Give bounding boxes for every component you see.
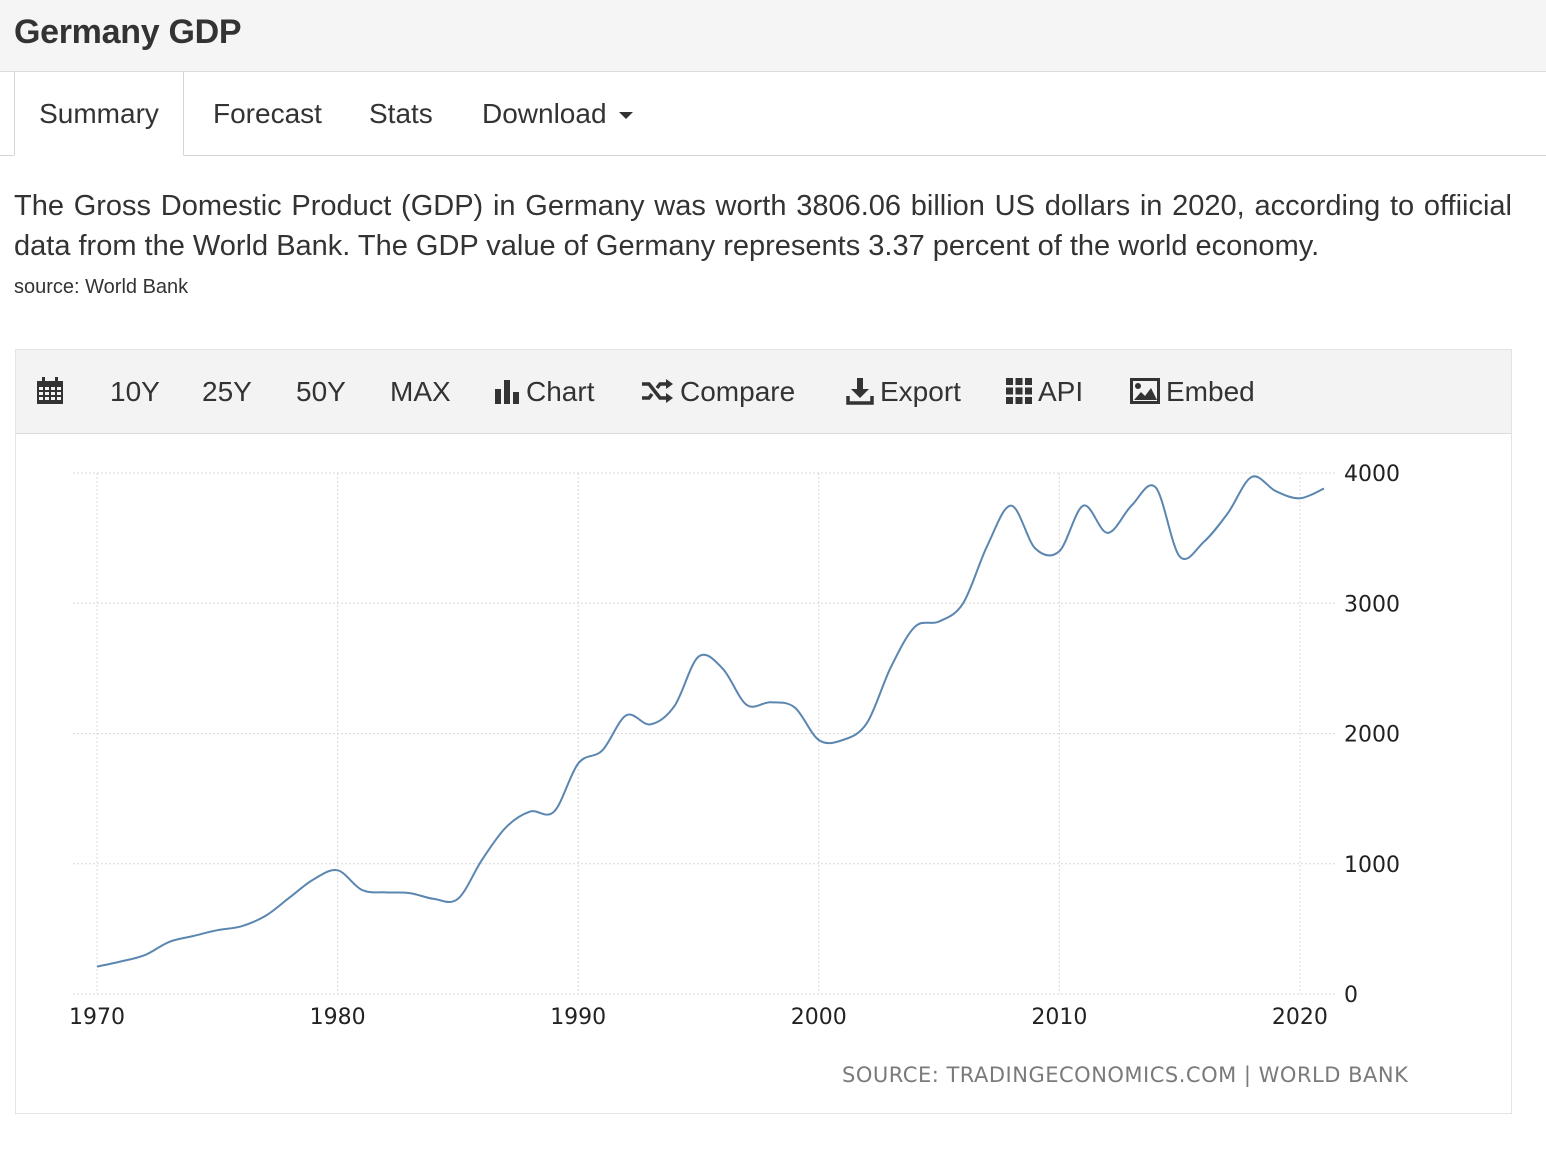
chart-type-button[interactable]: Chart <box>494 350 594 434</box>
chart-panel: 10Y 25Y 50Y MAX Chart Compare <box>15 349 1512 1114</box>
calendar-button[interactable] <box>36 350 64 434</box>
title-bar: Germany GDP <box>0 0 1546 72</box>
chart-source: SOURCE: TRADINGECONOMICS.COM | WORLD BAN… <box>842 1063 1409 1087</box>
y-tick-label: 1000 <box>1344 853 1400 878</box>
export-button[interactable]: Export <box>846 350 961 434</box>
api-button[interactable]: API <box>1006 350 1083 434</box>
x-tick-label: 1990 <box>550 1005 606 1030</box>
page-title: Germany GDP <box>14 13 242 51</box>
y-tick-label: 4000 <box>1344 462 1400 487</box>
y-tick-label: 0 <box>1344 983 1358 1008</box>
chart-toolbar: 10Y 25Y 50Y MAX Chart Compare <box>16 350 1511 434</box>
x-tick-label: 2010 <box>1031 1005 1087 1030</box>
range-50y-button[interactable]: 50Y <box>296 376 346 407</box>
compare-button[interactable]: Compare <box>640 350 795 434</box>
x-tick-label: 1970 <box>69 1005 125 1030</box>
calendar-icon <box>37 376 63 404</box>
embed-label: Embed <box>1166 376 1255 407</box>
tab-summary[interactable]: Summary <box>14 72 184 156</box>
range-max-button[interactable]: MAX <box>390 376 451 407</box>
range-10y-button[interactable]: 10Y <box>110 376 160 407</box>
tab-stats[interactable]: Stats <box>369 98 433 129</box>
range-25y-button[interactable]: 25Y <box>202 376 252 407</box>
source-note: source: World Bank <box>14 276 189 298</box>
compare-label: Compare <box>680 376 796 407</box>
tab-forecast[interactable]: Forecast <box>213 98 322 129</box>
grid-icon <box>1006 377 1032 404</box>
embed-button[interactable]: Embed <box>1130 350 1255 434</box>
gdp-series-line <box>96 475 1325 968</box>
y-tick-label: 3000 <box>1344 592 1400 617</box>
chart-type-label: Chart <box>526 376 595 407</box>
x-tick-label: 2000 <box>791 1005 847 1030</box>
x-tick-label: 2020 <box>1272 1005 1328 1030</box>
download-icon <box>846 377 874 405</box>
bar-chart-icon <box>495 379 519 404</box>
image-icon <box>1130 377 1160 404</box>
gdp-line-chart: 0 1000 2000 3000 4000 1970 1980 1990 2000 2010 202… <box>69 462 1400 1030</box>
tab-bar: Summary Forecast Stats Download <box>0 72 1546 156</box>
export-label: Export <box>880 376 961 407</box>
y-tick-label: 2000 <box>1344 723 1400 748</box>
shuffle-icon <box>642 378 673 403</box>
gdp-summary-text: The Gross Domestic Product (GDP) in Germ… <box>14 190 1512 262</box>
x-tick-label: 1980 <box>310 1005 366 1030</box>
caret-down-icon <box>618 112 633 120</box>
tab-download[interactable]: Download <box>482 72 633 156</box>
api-label: API <box>1038 376 1084 407</box>
tab-download-label: Download <box>482 98 607 129</box>
